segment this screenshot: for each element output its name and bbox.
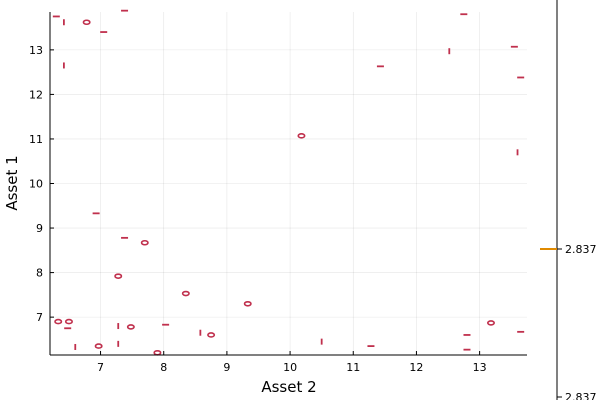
contour-segment [94,343,103,349]
contour-segment [297,133,306,139]
colorbar-value-label: 2.837 [565,243,597,256]
x-ticks: 7 8 9 10 11 12 13 [97,351,487,374]
grid [50,12,527,355]
x-tick-label: 9 [223,361,230,374]
y-tick-label: 8 [36,267,43,280]
contour-segment [153,349,162,356]
x-tick-label: 8 [160,361,167,374]
y-tick-label: 12 [29,88,43,101]
contour-segment [54,318,63,325]
contour-segment [140,239,149,246]
colorbar: 2.837 2.837 [540,0,597,400]
contour-segment [64,318,73,325]
contour-segment [486,320,495,326]
contour-lines [52,9,525,356]
contour-segment [126,324,135,330]
x-tick-label: 10 [283,361,297,374]
x-tick-label: 12 [409,361,423,374]
x-axis-title: Asset 2 [261,378,316,396]
y-tick-label: 7 [36,311,43,324]
y-tick-label: 11 [29,133,43,146]
contour-segment [82,19,91,26]
x-tick-label: 11 [346,361,360,374]
x-tick-label: 13 [473,361,487,374]
y-ticks: 7 8 9 10 11 12 13 [29,44,54,324]
y-tick-label: 13 [29,44,43,57]
x-tick-label: 7 [97,361,104,374]
y-tick-label: 9 [36,222,43,235]
contour-segment [207,332,216,338]
y-axis-title: Asset 1 [3,155,21,210]
colorbar-bottom-label: 2.837 [565,391,597,400]
y-tick-label: 10 [29,178,43,191]
contour-segment [181,290,190,297]
contour-segment [243,300,252,307]
contour-segment [114,273,123,279]
